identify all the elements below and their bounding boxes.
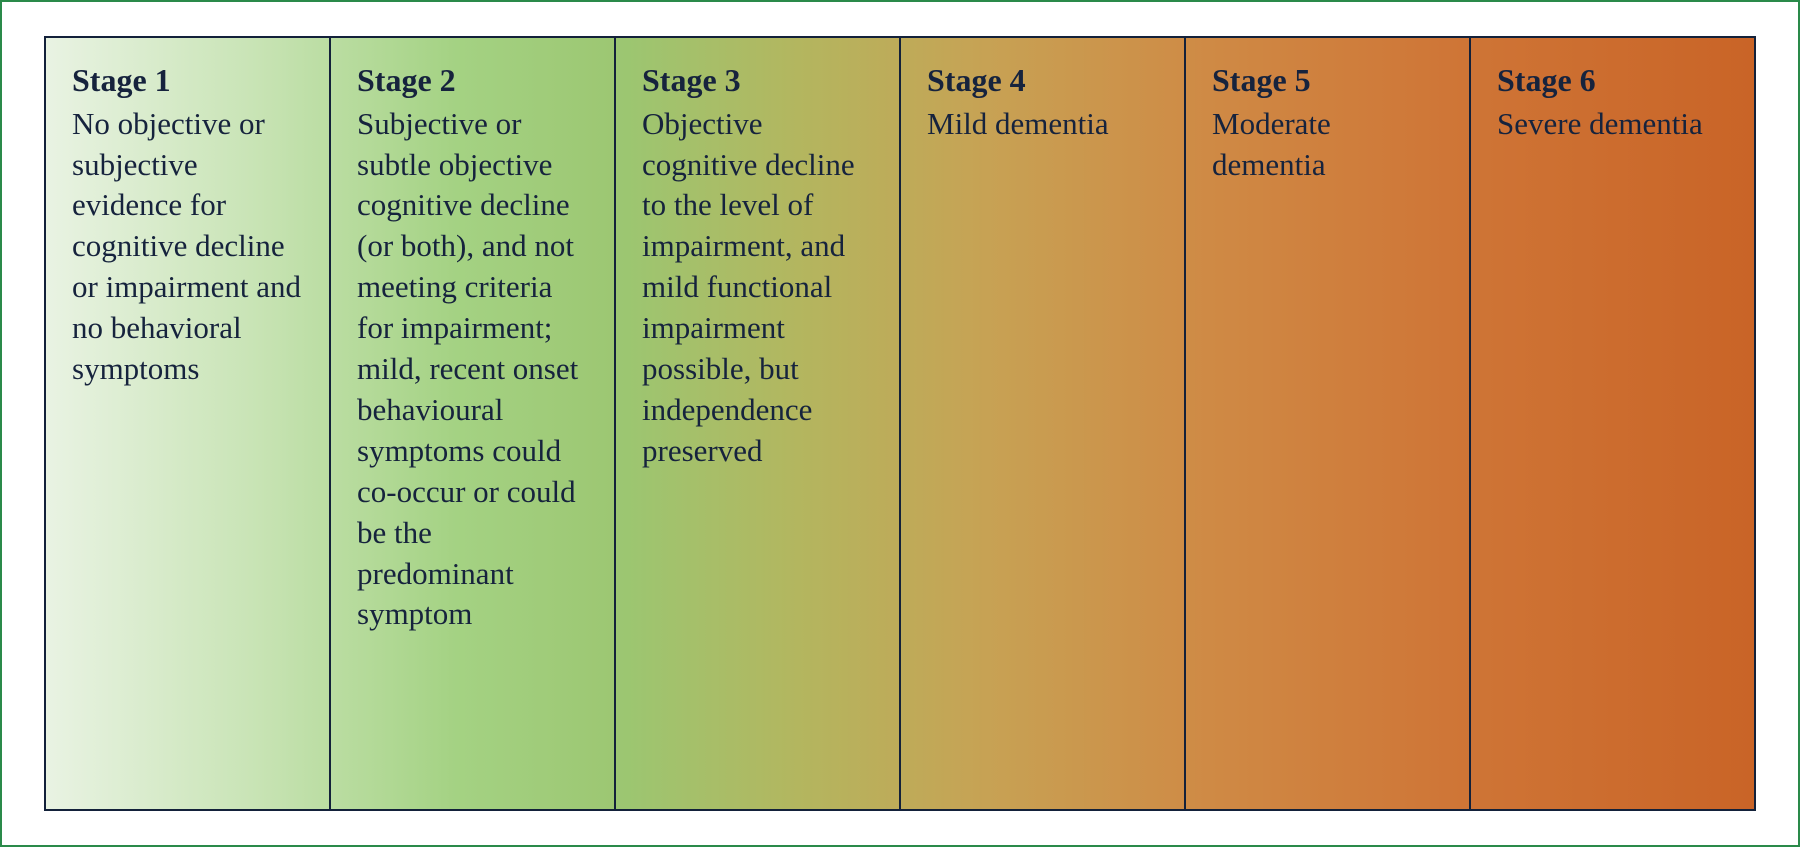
outer-frame: Stage 1 No objective or subjective evide…: [0, 0, 1800, 847]
stage-title: Stage 3: [642, 60, 873, 102]
stage-desc: Severe dementia: [1497, 104, 1728, 145]
stage-desc: Subjective or subtle objective cognitive…: [357, 104, 588, 636]
stage-cell: Stage 1 No objective or subjective evide…: [46, 38, 331, 809]
stage-cell: Stage 3 Objective cognitive decline to t…: [616, 38, 901, 809]
stage-cells: Stage 1 No objective or subjective evide…: [46, 38, 1754, 809]
stage-title: Stage 6: [1497, 60, 1728, 102]
stage-cell: Stage 2 Subjective or subtle objective c…: [331, 38, 616, 809]
stage-desc: No objective or subjective evidence for …: [72, 104, 303, 390]
stage-desc: Objective cognitive decline to the level…: [642, 104, 873, 472]
stage-cell: Stage 6 Severe dementia: [1471, 38, 1754, 809]
stage-title: Stage 1: [72, 60, 303, 102]
stage-cell: Stage 5 Moderate dementia: [1186, 38, 1471, 809]
stage-desc: Moderate dementia: [1212, 104, 1443, 186]
stage-title: Stage 5: [1212, 60, 1443, 102]
stage-desc: Mild dementia: [927, 104, 1158, 145]
stages-panel: Stage 1 No objective or subjective evide…: [44, 36, 1756, 811]
stage-title: Stage 2: [357, 60, 588, 102]
stage-cell: Stage 4 Mild dementia: [901, 38, 1186, 809]
stage-title: Stage 4: [927, 60, 1158, 102]
